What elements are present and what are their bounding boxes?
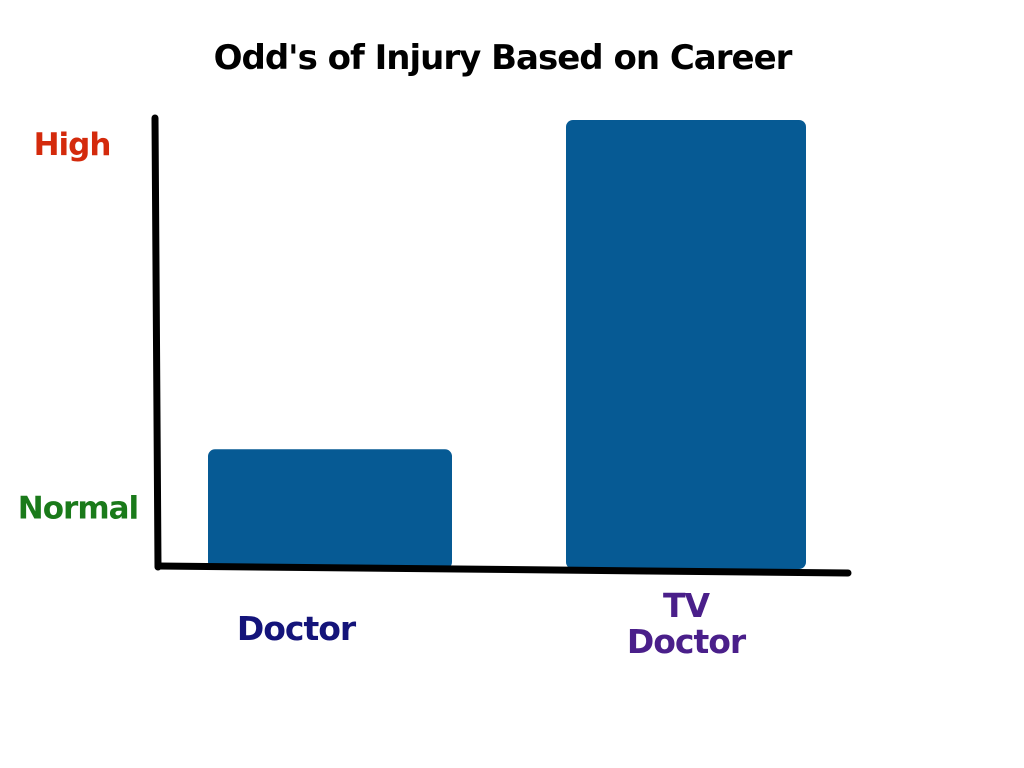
- bar-0: [208, 449, 452, 569]
- x-tick-label-line: TV: [663, 586, 711, 625]
- chart-title: Odd's of Injury Based on Career: [213, 38, 793, 78]
- x-tick-label-0: Doctor: [237, 609, 357, 648]
- y-axis-line: [151, 114, 162, 571]
- x-tick-label-line: Doctor: [237, 609, 357, 648]
- x-axis-line: [154, 562, 852, 577]
- y-tick-label-high: High: [34, 127, 111, 163]
- x-tick-label-1: TV Doctor: [627, 586, 747, 661]
- y-tick-label-normal: Normal: [18, 490, 138, 526]
- bar-1: [566, 120, 806, 569]
- x-tick-label-line: Doctor: [627, 622, 747, 661]
